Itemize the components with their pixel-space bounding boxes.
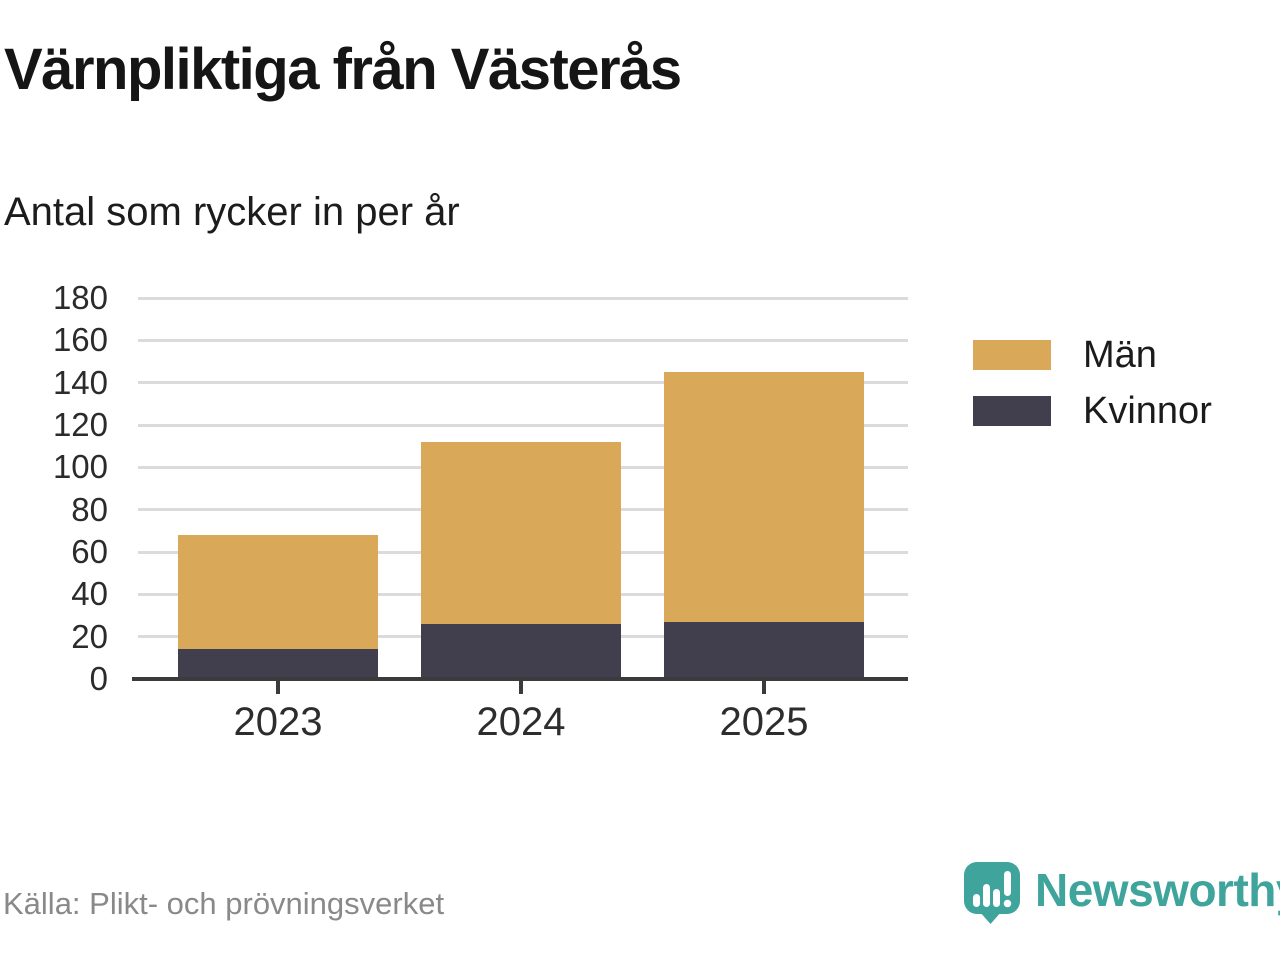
newsworthy-logo[interactable]: Newsworthy — [963, 858, 1280, 928]
y-tick-label: 0 — [89, 660, 108, 697]
legend-item-Män: Män — [973, 334, 1212, 376]
source-note: Källa: Plikt- och prövningsverket — [3, 886, 445, 921]
y-tick-label: 40 — [71, 575, 108, 613]
x-axis-line — [132, 677, 908, 681]
legend-item-Kvinnor: Kvinnor — [973, 390, 1212, 432]
y-tick-label: 60 — [71, 533, 108, 570]
y-tick-label: 100 — [52, 448, 108, 486]
gridline — [138, 381, 908, 385]
legend: Män Kvinnor — [973, 334, 1212, 432]
gridline — [138, 338, 908, 342]
y-tick-label: 180 — [52, 279, 108, 316]
y-tick-label: 140 — [52, 363, 108, 401]
y-tick-label: 20 — [71, 617, 108, 655]
y-tick-label: 80 — [71, 490, 108, 528]
plot-area — [132, 296, 908, 679]
x-tick — [276, 681, 280, 694]
bar-2023-Kvinnor — [178, 649, 378, 679]
x-category-label: 2024 — [476, 700, 566, 744]
legend-label: Kvinnor — [1083, 389, 1212, 432]
x-category-label: 2025 — [719, 700, 809, 744]
x-tick — [519, 681, 523, 694]
bar-2023-Män — [178, 535, 378, 650]
gridline — [138, 423, 908, 427]
legend-swatch — [973, 396, 1051, 426]
legend-label: Män — [1083, 333, 1157, 376]
y-tick-label: 160 — [52, 321, 108, 359]
x-category-label: 2023 — [233, 700, 323, 744]
bar-2024-Män — [421, 441, 621, 624]
chart-subtitle: Antal som rycker in per år — [4, 190, 460, 234]
x-tick — [762, 681, 766, 694]
newsworthy-wordmark: Newsworthy — [1035, 864, 1280, 916]
newsworthy-icon — [963, 861, 1021, 925]
bar-2024-Kvinnor — [421, 623, 621, 679]
legend-swatch — [973, 340, 1051, 370]
y-tick-label: 120 — [52, 406, 108, 443]
gridline — [138, 296, 908, 300]
chart-title: Värnpliktiga från Västerås — [4, 37, 682, 102]
bar-2025-Män — [664, 372, 864, 622]
bar-2025-Kvinnor — [664, 621, 864, 679]
